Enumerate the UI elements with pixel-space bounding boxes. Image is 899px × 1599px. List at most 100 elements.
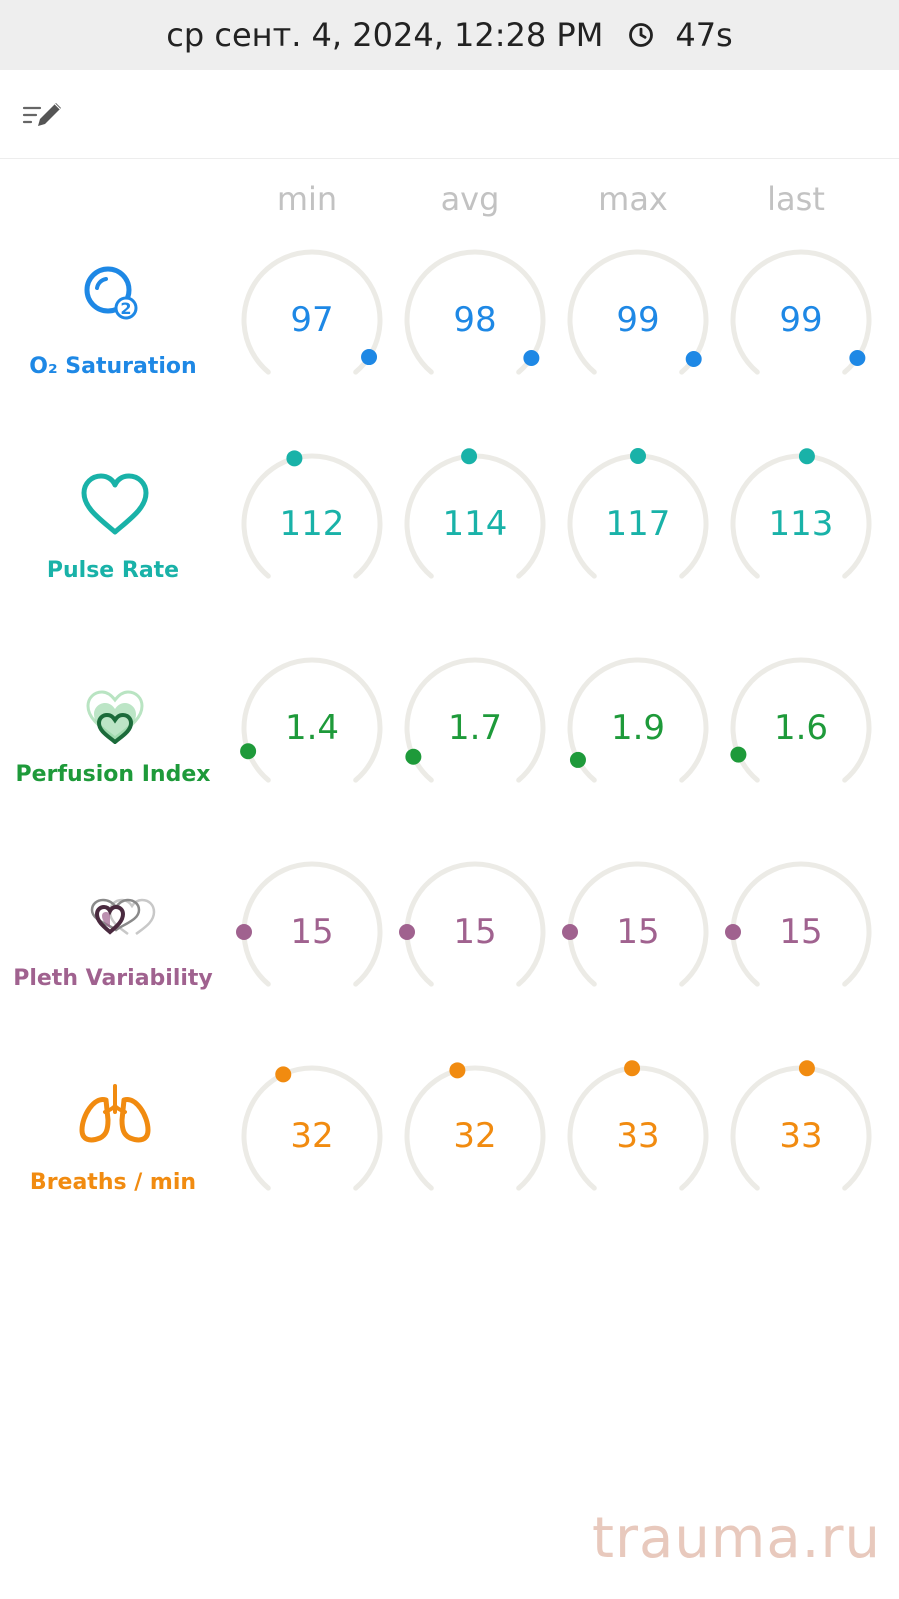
lungs-icon — [79, 1084, 151, 1143]
metric-row: Pleth Variability 15 15 15 15 — [0, 852, 899, 1052]
pleth-hearts-icon — [90, 898, 156, 936]
gauge-arc — [730, 448, 872, 579]
gauge-indicator-dot — [240, 743, 257, 760]
gauge-arc — [241, 450, 383, 579]
gauge-indicator-dot — [399, 924, 415, 940]
gauge-indicator-dot — [275, 1066, 292, 1083]
metric-row: Pulse Rate 112 114 117 113 — [0, 444, 899, 644]
metric-row: Breaths / min 32 32 33 33 — [0, 1056, 899, 1256]
gauge-indicator-dot — [562, 924, 578, 940]
gauge-avg: 114 — [395, 444, 555, 604]
gauge-indicator-dot — [624, 1060, 641, 1077]
gauge-min: 1.4 — [232, 648, 392, 808]
svg-text:2: 2 — [120, 299, 131, 318]
gauge-avg: 32 — [395, 1056, 555, 1216]
gauge-value: 1.4 — [284, 708, 340, 748]
column-header-max: max — [598, 180, 668, 218]
session-datetime: ср сент. 4, 2024, 12:28 PM — [166, 16, 604, 54]
gauge-arc — [725, 861, 872, 987]
gauge-value: 15 — [453, 912, 497, 952]
gauge-value: 98 — [453, 300, 497, 340]
gauge-value: 113 — [768, 504, 834, 544]
gauge-avg: 15 — [395, 852, 555, 1012]
gauge-min: 97 — [232, 240, 392, 400]
gauge-arc — [730, 657, 872, 783]
gauge-value: 1.9 — [610, 708, 666, 748]
gauge-last: 99 — [721, 240, 881, 400]
gauge-value: 33 — [616, 1116, 660, 1156]
gauge-arc — [236, 861, 383, 987]
gauge-max: 15 — [558, 852, 718, 1012]
gauge-last: 15 — [721, 852, 881, 1012]
gauge-max: 1.9 — [558, 648, 718, 808]
gauge-indicator-dot — [849, 350, 866, 367]
gauge-value: 112 — [279, 504, 345, 544]
gauge-max: 99 — [558, 240, 718, 400]
gauge-indicator-dot — [685, 351, 702, 368]
gauge-max: 33 — [558, 1056, 718, 1216]
gauge-last: 33 — [721, 1056, 881, 1216]
gauge-indicator-dot — [449, 1062, 466, 1079]
gauge-arc — [404, 657, 546, 783]
gauge-min: 15 — [232, 852, 392, 1012]
status-bar: ср сент. 4, 2024, 12:28 PM 47s — [0, 0, 899, 70]
metric-label: O₂ Saturation — [29, 354, 197, 379]
toolbar — [0, 70, 899, 159]
gauge-value: 117 — [605, 504, 671, 544]
gauge-arc — [567, 249, 709, 375]
gauge-value: 97 — [290, 300, 334, 340]
clock-icon — [629, 23, 654, 47]
gauge-value: 15 — [779, 912, 823, 952]
gauge-arc — [240, 657, 383, 783]
gauge-arc — [404, 448, 546, 579]
gauge-indicator-dot — [286, 450, 303, 467]
gauge-indicator-dot — [725, 924, 741, 940]
gauge-arc — [241, 249, 383, 375]
edit-list-icon[interactable] — [20, 96, 68, 136]
metric-label: Perfusion Index — [15, 762, 211, 787]
column-header-last: last — [767, 180, 825, 218]
gauge-arc — [241, 1065, 383, 1191]
column-header-min: min — [276, 180, 338, 218]
session-duration: 47s — [675, 16, 733, 54]
metric-label: Pleth Variability — [13, 966, 213, 991]
gauge-indicator-dot — [730, 746, 747, 763]
gauge-arc — [399, 861, 546, 987]
gauge-value: 1.7 — [447, 708, 503, 748]
gauge-min: 32 — [232, 1056, 392, 1216]
gauge-value: 114 — [442, 504, 508, 544]
gauge-value: 32 — [453, 1116, 497, 1156]
gauge-indicator-dot — [461, 448, 478, 465]
gauge-arc — [567, 1060, 709, 1191]
gauge-arc — [567, 657, 709, 783]
gauge-indicator-dot — [405, 748, 422, 765]
gauge-value: 33 — [779, 1116, 823, 1156]
gauge-value: 99 — [616, 300, 660, 340]
perfusion-hearts-icon — [86, 690, 144, 744]
heart-outline-icon — [81, 473, 149, 535]
gauge-indicator-dot — [798, 448, 815, 465]
metric-row: Perfusion Index 1.4 1.7 1.9 1.6 — [0, 648, 899, 848]
gauge-indicator-dot — [630, 448, 646, 464]
gauge-last: 113 — [721, 444, 881, 604]
gauge-avg: 98 — [395, 240, 555, 400]
gauge-min: 112 — [232, 444, 392, 604]
gauge-value: 15 — [616, 912, 660, 952]
gauge-arc — [730, 249, 872, 375]
gauge-indicator-dot — [523, 350, 540, 367]
watermark: trauma.ru — [592, 1506, 881, 1571]
gauge-arc — [404, 249, 546, 375]
gauge-arc — [404, 1062, 546, 1191]
metric-label: Pulse Rate — [46, 558, 180, 583]
gauge-max: 117 — [558, 444, 718, 604]
gauge-value: 15 — [290, 912, 334, 952]
o2-bubble-icon: 2 — [84, 266, 138, 320]
gauge-last: 1.6 — [721, 648, 881, 808]
gauge-arc — [562, 861, 709, 987]
metric-label: Breaths / min — [29, 1170, 197, 1195]
gauge-value: 32 — [290, 1116, 334, 1156]
gauge-indicator-dot — [361, 349, 378, 366]
gauge-arc — [567, 448, 709, 579]
gauge-value: 1.6 — [773, 708, 829, 748]
gauge-indicator-dot — [569, 751, 586, 768]
